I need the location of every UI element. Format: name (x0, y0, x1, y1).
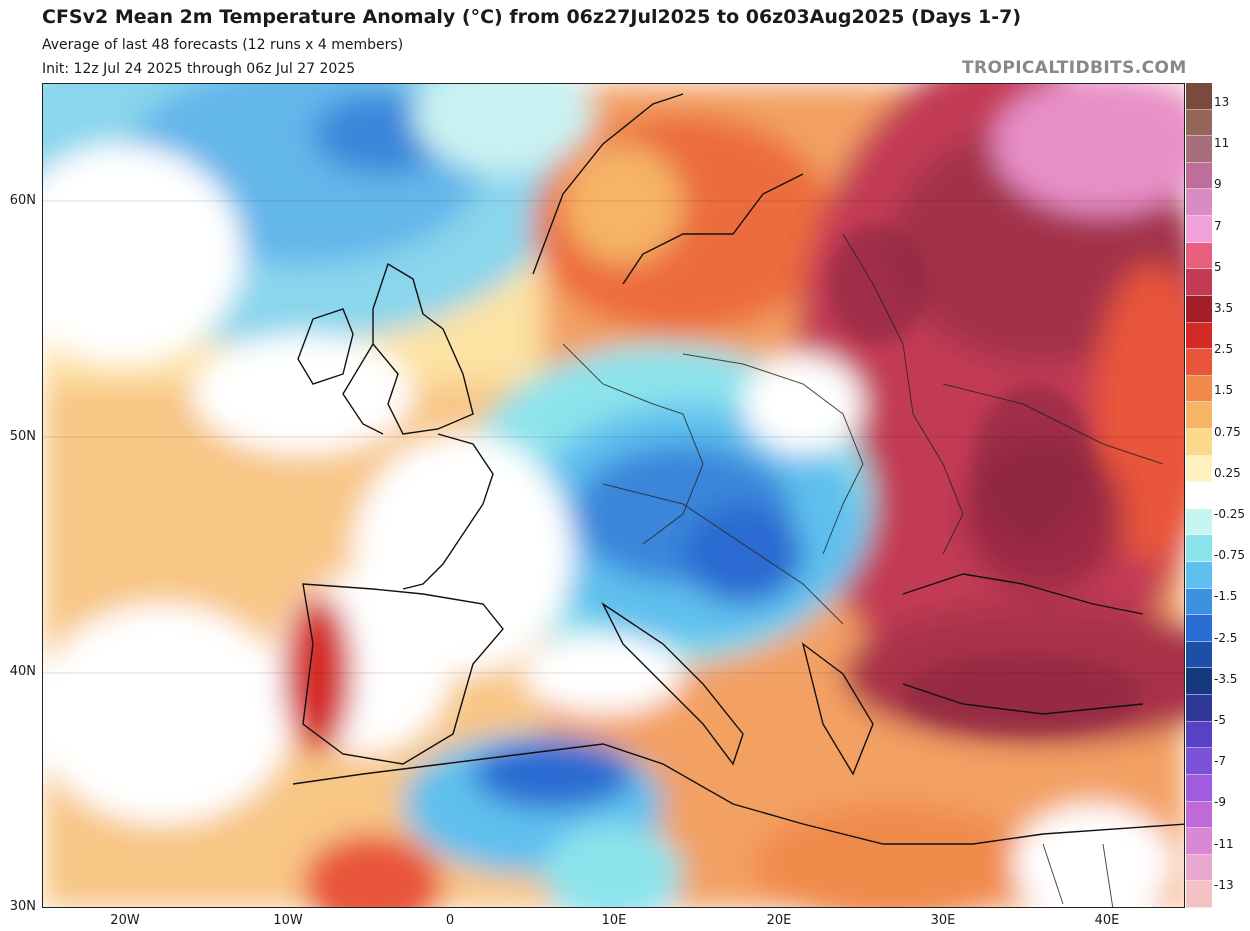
colorbar-swatch (1186, 428, 1212, 456)
colorbar-swatch (1186, 109, 1212, 137)
colorbar-label: 0.25 (1214, 465, 1241, 480)
colorbar-label: -2.5 (1214, 630, 1238, 645)
colorbar-swatch (1186, 189, 1212, 217)
colorbar-swatch (1186, 216, 1212, 243)
colorbar-swatch (1186, 774, 1212, 802)
colorbar-swatch (1186, 801, 1212, 829)
anomaly-map (42, 83, 1185, 908)
colorbar-swatch (1186, 455, 1212, 483)
colorbar-label: -0.75 (1214, 548, 1246, 563)
colorbar-label: -5 (1214, 713, 1226, 727)
lon-label: 10W (273, 913, 303, 928)
colorbar-swatch (1186, 668, 1212, 696)
lat-label: 50N (9, 429, 36, 444)
colorbar-label: 5 (1214, 259, 1222, 274)
colorbar (1186, 83, 1212, 908)
colorbar-swatch (1186, 269, 1212, 296)
colorbar-label: -7 (1214, 754, 1226, 769)
colorbar-label: 7 (1214, 218, 1222, 233)
colorbar-label: 9 (1214, 177, 1222, 192)
lat-label: 30N (9, 899, 36, 914)
brand-watermark: TROPICALTIDBITS.COM (962, 58, 1187, 78)
colorbar-swatch (1186, 695, 1212, 722)
map-svg (43, 84, 1184, 907)
graticule (43, 200, 1184, 674)
lon-label: 0 (445, 913, 455, 928)
lat-label: 40N (9, 664, 36, 679)
lat-label: 60N (9, 193, 36, 208)
colorbar-swatch (1186, 402, 1212, 429)
colorbar-label: 13 (1214, 95, 1230, 109)
init-time: Init: 12z Jul 24 2025 through 06z Jul 27… (42, 61, 356, 77)
lon-label: 10E (601, 913, 627, 928)
colorbar-swatch (1186, 748, 1212, 775)
colorbar-label: -11 (1214, 836, 1234, 851)
colorbar-label: 11 (1214, 136, 1230, 151)
borders (562, 233, 1164, 907)
colorbar-swatch (1186, 615, 1212, 642)
colorbar-swatch (1186, 295, 1212, 323)
colorbar-swatch (1186, 641, 1212, 669)
colorbar-swatch (1186, 562, 1212, 589)
colorbar-label: 0.75 (1214, 424, 1241, 439)
colorbar-swatch (1186, 242, 1212, 270)
colorbar-swatch (1186, 828, 1212, 855)
colorbar-label: 3.5 (1214, 301, 1234, 315)
colorbar-label: -3.5 (1214, 671, 1238, 686)
colorbar-swatch (1186, 322, 1212, 350)
colorbar-label: 1.5 (1214, 383, 1234, 398)
colorbar-swatch (1186, 881, 1212, 908)
coastlines (292, 93, 1184, 845)
colorbar-label: -1.5 (1214, 589, 1238, 604)
chart-subtitle: Average of last 48 forecasts (12 runs x … (42, 37, 404, 53)
colorbar-swatch (1186, 482, 1212, 509)
colorbar-swatch (1186, 162, 1212, 190)
colorbar-swatch (1186, 375, 1212, 403)
lon-label: 20W (110, 913, 140, 928)
chart-title: CFSv2 Mean 2m Temperature Anomaly (°C) f… (42, 6, 1022, 28)
colorbar-label: -0.25 (1214, 507, 1246, 521)
colorbar-label: -9 (1214, 795, 1226, 810)
colorbar-label: -13 (1214, 877, 1234, 892)
colorbar-swatch (1186, 588, 1212, 616)
lon-label: 40E (1094, 913, 1120, 928)
colorbar-swatch (1186, 535, 1212, 563)
colorbar-swatch (1186, 508, 1212, 536)
colorbar-label: 2.5 (1214, 342, 1234, 357)
colorbar-swatch (1186, 136, 1212, 163)
lon-label: 30E (930, 913, 956, 928)
colorbar-swatch (1186, 854, 1212, 882)
colorbar-swatch (1186, 721, 1212, 749)
colorbar-swatch (1186, 349, 1212, 376)
colorbar-swatch (1186, 83, 1212, 110)
lon-label: 20E (766, 913, 792, 928)
